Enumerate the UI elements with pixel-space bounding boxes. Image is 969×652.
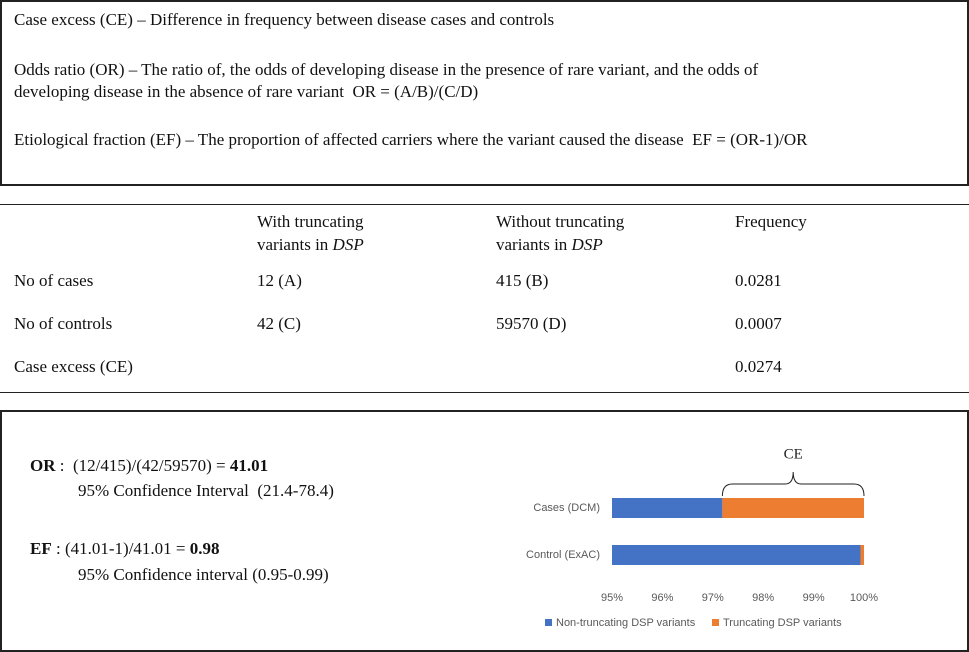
category-label: Control (ExAC) bbox=[526, 549, 600, 561]
calc-result: 41.01 bbox=[229, 456, 269, 475]
calc-formula: : (41.01-1)/41.01 = bbox=[51, 539, 190, 558]
category-label: Cases (DCM) bbox=[533, 502, 600, 514]
legend-label: Truncating DSP variants bbox=[723, 617, 842, 629]
x-tick-label: 95% bbox=[601, 592, 623, 604]
bar-segment bbox=[612, 545, 861, 565]
brace bbox=[721, 471, 865, 497]
legend-label: Non-truncating DSP variants bbox=[556, 617, 696, 629]
bar-segment bbox=[860, 545, 864, 565]
definitions-box bbox=[0, 0, 969, 186]
cell: 12 (A) bbox=[257, 271, 302, 290]
x-tick-label: 96% bbox=[651, 592, 673, 604]
definition-text: Etiological fraction (EF) – The proporti… bbox=[14, 130, 808, 149]
definition-text: developing disease in the absence of rar… bbox=[14, 82, 479, 101]
x-tick-label: 100% bbox=[850, 592, 878, 604]
calc-label: EF : (41.01-1)/41.01 = 0.98 bbox=[30, 539, 220, 558]
header-text: Frequency bbox=[735, 212, 807, 231]
bar-segment bbox=[612, 498, 723, 518]
row-label: No of cases bbox=[14, 271, 94, 290]
cell: 415 (B) bbox=[496, 271, 549, 290]
header-italic: DSP bbox=[571, 235, 603, 254]
cell: 0.0281 bbox=[735, 271, 782, 290]
calculations-box bbox=[0, 410, 969, 652]
calc-formula: : (12/415)/(42/59570) = bbox=[55, 456, 230, 475]
calc-result: 0.98 bbox=[189, 539, 220, 558]
confidence-interval: 95% Confidence interval (0.95-0.99) bbox=[78, 565, 329, 584]
calc-label: OR : (12/415)/(42/59570) = 41.01 bbox=[30, 456, 269, 475]
table-rule bbox=[0, 392, 969, 393]
cell: 0.0007 bbox=[735, 314, 782, 333]
legend-swatch bbox=[712, 619, 719, 626]
header-text: variants in DSP bbox=[496, 235, 603, 254]
x-tick-label: 98% bbox=[752, 592, 774, 604]
cell: 42 (C) bbox=[257, 314, 301, 333]
definition-text: Case excess (CE) – Difference in frequen… bbox=[14, 10, 555, 29]
x-tick-label: 99% bbox=[803, 592, 825, 604]
bar-segment bbox=[722, 498, 864, 518]
header-text: variants in DSP bbox=[257, 235, 364, 254]
header-text: Without truncating bbox=[496, 212, 625, 231]
header-text: With truncating bbox=[257, 212, 364, 231]
legend-swatch bbox=[545, 619, 552, 626]
cell: 59570 (D) bbox=[496, 314, 567, 333]
x-tick-label: 97% bbox=[702, 592, 724, 604]
annotation: CE bbox=[784, 446, 803, 462]
confidence-interval: 95% Confidence Interval (21.4-78.4) bbox=[78, 481, 334, 500]
row-label: Case excess (CE) bbox=[14, 357, 133, 376]
definition-text: Odds ratio (OR) – The ratio of, the odds… bbox=[14, 60, 759, 79]
cell: 0.0274 bbox=[735, 357, 782, 376]
table-rule bbox=[0, 204, 969, 205]
row-label: No of controls bbox=[14, 314, 113, 333]
header-italic: DSP bbox=[332, 235, 364, 254]
